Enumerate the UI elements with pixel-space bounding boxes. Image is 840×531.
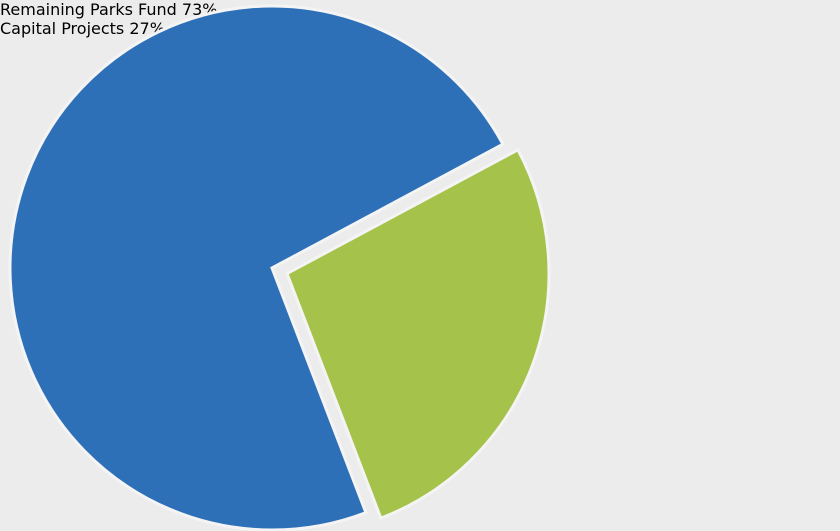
legend-label: Remaining Parks Fund: [0, 0, 177, 19]
pie-slice: [8, 4, 505, 531]
legend-label: Capital Projects: [0, 19, 125, 38]
pie-slice: [285, 147, 551, 521]
